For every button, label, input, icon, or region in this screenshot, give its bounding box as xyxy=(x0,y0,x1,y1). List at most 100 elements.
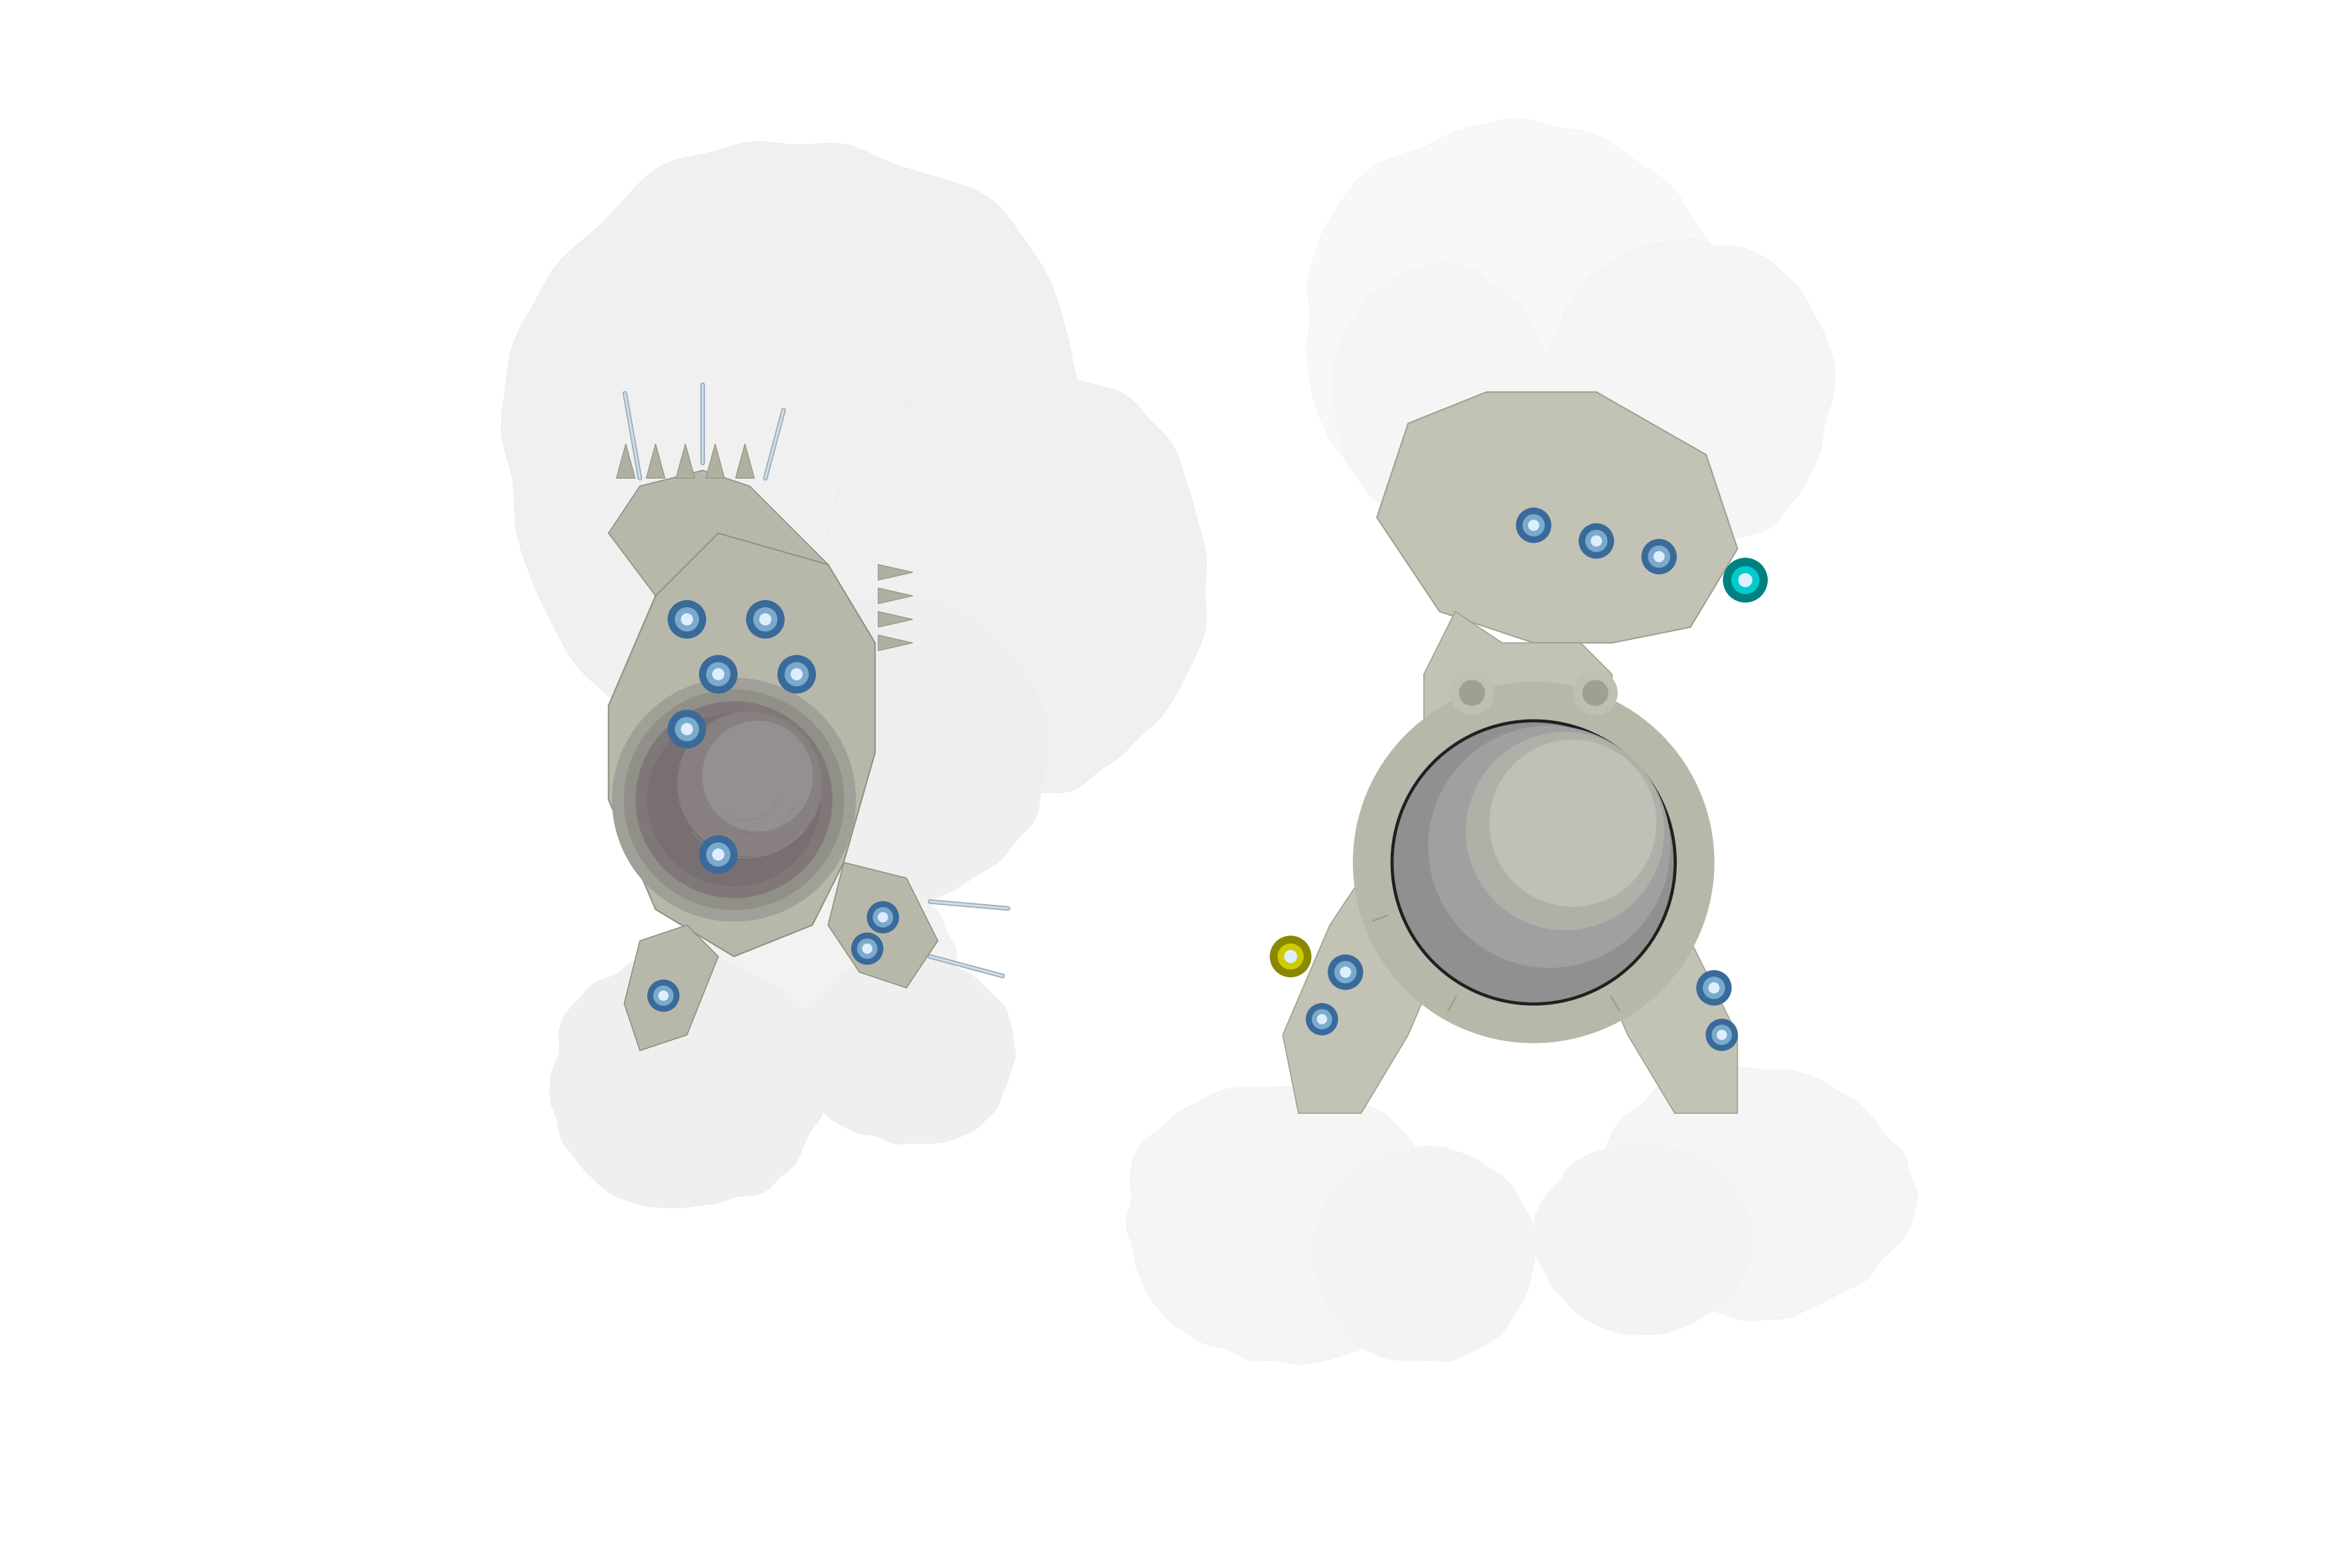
Circle shape xyxy=(1574,671,1616,715)
Polygon shape xyxy=(877,564,913,580)
Circle shape xyxy=(1279,944,1304,969)
Ellipse shape xyxy=(678,712,821,856)
Polygon shape xyxy=(673,861,957,1051)
Circle shape xyxy=(680,723,692,735)
Circle shape xyxy=(1450,671,1494,715)
Polygon shape xyxy=(1534,1145,1755,1334)
Circle shape xyxy=(669,601,706,638)
Circle shape xyxy=(676,608,699,630)
Circle shape xyxy=(669,710,706,748)
Circle shape xyxy=(1286,950,1297,963)
Circle shape xyxy=(1586,530,1607,552)
Circle shape xyxy=(713,668,725,681)
Polygon shape xyxy=(624,925,718,1051)
Circle shape xyxy=(1340,967,1351,977)
Ellipse shape xyxy=(1490,740,1656,906)
Polygon shape xyxy=(697,597,1051,911)
Circle shape xyxy=(1696,971,1731,1005)
Circle shape xyxy=(852,933,882,964)
Ellipse shape xyxy=(1429,726,1670,967)
Circle shape xyxy=(1591,536,1602,546)
Circle shape xyxy=(1642,539,1677,574)
Polygon shape xyxy=(828,862,938,988)
Polygon shape xyxy=(1546,238,1835,546)
Circle shape xyxy=(1516,508,1551,543)
Polygon shape xyxy=(877,612,913,627)
Circle shape xyxy=(1530,521,1539,530)
Circle shape xyxy=(873,908,891,927)
Polygon shape xyxy=(1598,1068,1917,1320)
Polygon shape xyxy=(877,588,913,604)
Circle shape xyxy=(1649,546,1670,568)
Circle shape xyxy=(1307,1004,1337,1035)
Circle shape xyxy=(1731,566,1760,594)
Polygon shape xyxy=(877,635,913,651)
Polygon shape xyxy=(1333,262,1548,517)
Polygon shape xyxy=(676,444,694,478)
Circle shape xyxy=(713,848,725,861)
Polygon shape xyxy=(1548,784,1738,1113)
Circle shape xyxy=(1584,681,1607,706)
Circle shape xyxy=(706,663,730,685)
Circle shape xyxy=(1354,682,1715,1043)
Ellipse shape xyxy=(647,713,821,886)
Ellipse shape xyxy=(624,690,845,909)
Circle shape xyxy=(1269,936,1311,977)
Circle shape xyxy=(746,601,784,638)
Circle shape xyxy=(779,655,816,693)
Circle shape xyxy=(791,668,802,681)
Circle shape xyxy=(647,980,678,1011)
Circle shape xyxy=(655,986,673,1005)
Ellipse shape xyxy=(1466,732,1663,930)
Polygon shape xyxy=(645,444,664,478)
Polygon shape xyxy=(1126,1087,1445,1364)
Polygon shape xyxy=(1283,768,1471,1113)
Polygon shape xyxy=(737,444,755,478)
Polygon shape xyxy=(608,470,828,596)
Polygon shape xyxy=(821,364,1206,798)
Circle shape xyxy=(1311,1010,1333,1029)
Circle shape xyxy=(753,608,777,630)
Circle shape xyxy=(680,613,692,626)
Circle shape xyxy=(868,902,899,933)
Polygon shape xyxy=(608,533,875,956)
Circle shape xyxy=(1654,552,1663,561)
Circle shape xyxy=(1703,977,1724,999)
Circle shape xyxy=(1717,1030,1727,1040)
Circle shape xyxy=(659,991,669,1000)
Circle shape xyxy=(877,913,887,922)
Ellipse shape xyxy=(612,677,856,922)
Circle shape xyxy=(1713,1025,1731,1044)
Circle shape xyxy=(706,844,730,866)
Polygon shape xyxy=(549,953,826,1207)
Polygon shape xyxy=(617,444,636,478)
Circle shape xyxy=(786,663,809,685)
Circle shape xyxy=(699,836,737,873)
Polygon shape xyxy=(795,956,1016,1145)
Polygon shape xyxy=(706,444,725,478)
Circle shape xyxy=(676,718,699,740)
Circle shape xyxy=(1391,720,1677,1005)
Circle shape xyxy=(1335,961,1356,983)
Circle shape xyxy=(1738,574,1752,586)
Circle shape xyxy=(1328,955,1363,989)
Polygon shape xyxy=(1307,119,1738,535)
Circle shape xyxy=(1706,1019,1738,1051)
Circle shape xyxy=(760,613,772,626)
Circle shape xyxy=(1459,681,1485,706)
Polygon shape xyxy=(502,141,1091,778)
Ellipse shape xyxy=(701,721,812,831)
Circle shape xyxy=(1579,524,1614,558)
Ellipse shape xyxy=(636,702,833,897)
Circle shape xyxy=(1316,1014,1325,1024)
Polygon shape xyxy=(1377,392,1738,643)
Circle shape xyxy=(863,944,873,953)
Polygon shape xyxy=(1424,612,1612,815)
Circle shape xyxy=(1394,723,1673,1002)
Circle shape xyxy=(1523,514,1544,536)
Circle shape xyxy=(1724,558,1767,602)
Circle shape xyxy=(1708,983,1720,993)
Circle shape xyxy=(859,939,877,958)
Polygon shape xyxy=(1314,1146,1537,1361)
Circle shape xyxy=(699,655,737,693)
